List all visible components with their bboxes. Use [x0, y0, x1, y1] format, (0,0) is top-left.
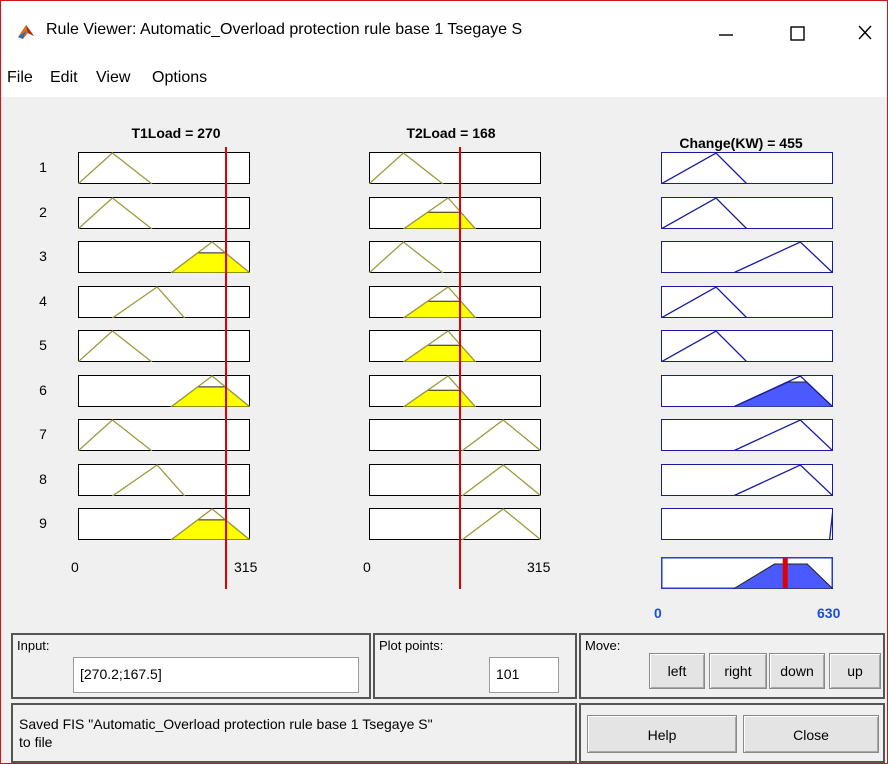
- maximize-button[interactable]: [775, 15, 819, 49]
- t1load-mf-plot: [78, 196, 250, 229]
- rule-number[interactable]: 3: [39, 248, 47, 264]
- rule-number[interactable]: 9: [39, 515, 47, 531]
- move-group: Move: left right down up: [579, 633, 885, 699]
- t2load-min-label: 0: [363, 559, 371, 575]
- move-right-button[interactable]: right: [709, 653, 767, 689]
- t2load-mf-plot: [369, 330, 541, 362]
- rule-number[interactable]: 5: [39, 337, 47, 353]
- window-title: Rule Viewer: Automatic_Overload protecti…: [46, 21, 523, 38]
- menu-file[interactable]: File: [7, 69, 33, 86]
- menu-options[interactable]: Options: [152, 69, 208, 86]
- status-line-2: to file: [19, 734, 53, 750]
- t2load-max-label: 315: [527, 559, 551, 575]
- rule-number[interactable]: 2: [39, 203, 47, 220]
- close-icon: [858, 25, 872, 40]
- t1load-mf-plot: [78, 241, 250, 273]
- t2load-mf-plot: [369, 196, 541, 229]
- change-kw-mf-plot: [661, 330, 833, 362]
- menu-view[interactable]: View: [96, 69, 131, 86]
- t2load-mf-plot: [369, 152, 541, 184]
- t1load-max-label: 315: [234, 559, 258, 575]
- status-line-1: Saved FIS "Automatic_Overload protection…: [19, 716, 433, 732]
- rule-number[interactable]: 1: [39, 159, 47, 175]
- move-up-button[interactable]: up: [829, 653, 881, 689]
- change-kw-mf-plot: [661, 508, 833, 540]
- t2load-mf-plot: [369, 463, 541, 496]
- rule-number[interactable]: 7: [39, 426, 47, 442]
- t1load-mf-plot: [78, 152, 250, 184]
- change-kw-header: Change(KW) = 455: [679, 135, 803, 151]
- status-message: Saved FIS "Automatic_Overload protection…: [19, 715, 569, 761]
- t2load-mf-plot: [369, 419, 541, 451]
- t2load-mf-plot: [369, 285, 541, 318]
- t1load-mf-plot: [78, 419, 250, 451]
- matlab-icon: [18, 25, 34, 39]
- t2load-mf-plot: [369, 374, 541, 407]
- t1load-header: T1Load = 270: [131, 125, 221, 141]
- aggregated-output-plot: [661, 556, 833, 589]
- t1load-indicator-line[interactable]: [225, 147, 227, 589]
- close-window-button[interactable]: [843, 15, 887, 49]
- t1load-mf-plot: [78, 374, 250, 407]
- status-group: Saved FIS "Automatic_Overload protection…: [11, 703, 577, 763]
- t1load-mf-plot: [78, 463, 250, 496]
- change-kw-mf-plot: [661, 152, 833, 184]
- change-kw-mf-plot: [661, 241, 833, 273]
- plot-points-group: Plot points: 101: [373, 633, 577, 699]
- move-left-button[interactable]: left: [649, 653, 705, 689]
- t2load-header: T2Load = 168: [406, 125, 496, 141]
- rule-number[interactable]: 8: [39, 470, 47, 487]
- rule-number[interactable]: 4: [39, 292, 47, 309]
- change-kw-mf-plot: [661, 374, 833, 407]
- move-down-button[interactable]: down: [769, 653, 825, 689]
- menu-edit[interactable]: Edit: [50, 69, 78, 86]
- title-bar[interactable]: Rule Viewer: Automatic_Overload protecti…: [1, 1, 887, 63]
- close-button[interactable]: Close: [743, 715, 879, 753]
- change-max-label: 630: [817, 605, 841, 621]
- minimize-icon: [719, 34, 733, 36]
- t1load-mf-plot: [78, 285, 250, 318]
- change-min-label: 0: [654, 605, 662, 621]
- help-button[interactable]: Help: [587, 715, 737, 753]
- change-kw-mf-plot: [661, 463, 833, 496]
- plot-points-field[interactable]: 101: [489, 657, 559, 693]
- plot-points-label: Plot points:: [379, 638, 444, 653]
- change-kw-mf-plot: [661, 419, 833, 451]
- action-group: Help Close: [579, 703, 885, 763]
- minimize-button[interactable]: [703, 15, 747, 49]
- t2load-indicator-line[interactable]: [459, 147, 461, 589]
- input-group: Input: [270.2;167.5]: [11, 633, 371, 699]
- change-kw-mf-plot: [661, 285, 833, 318]
- menu-bar: File Edit View Options: [1, 63, 887, 97]
- t2load-mf-plot: [369, 241, 541, 273]
- maximize-icon: [790, 26, 805, 41]
- rule-number[interactable]: 6: [39, 381, 47, 398]
- t1load-mf-plot: [78, 508, 250, 540]
- t1load-mf-plot: [78, 330, 250, 362]
- t1load-min-label: 0: [71, 559, 79, 575]
- rule-plot-area: T1Load = 270 T2Load = 168 Change(KW) = 4…: [1, 97, 887, 633]
- input-label: Input:: [17, 638, 50, 653]
- change-kw-mf-plot: [661, 196, 833, 229]
- control-panel: Input: [270.2;167.5] Plot points: 101 Mo…: [9, 633, 887, 763]
- move-label: Move:: [585, 638, 621, 653]
- t2load-mf-plot: [369, 508, 541, 540]
- input-field[interactable]: [270.2;167.5]: [73, 657, 359, 693]
